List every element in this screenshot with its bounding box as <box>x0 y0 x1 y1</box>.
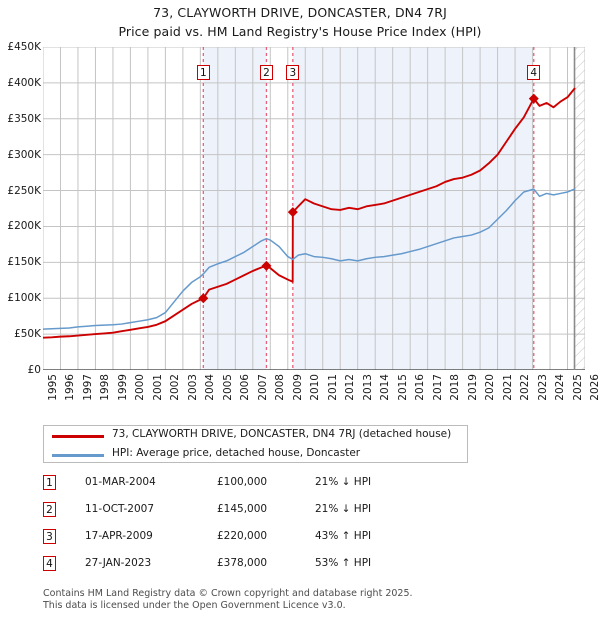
series-line-property <box>43 87 576 339</box>
table-row[interactable]: 2 11-OCT-2007 £145,000 21% ↓ HPI <box>43 498 463 525</box>
x-axis-tick-label: 1997 <box>81 374 94 401</box>
y-axis-tick-label: £0 <box>27 364 41 376</box>
sale-date: 01-MAR-2004 <box>85 476 156 488</box>
x-axis-tick-label: 1998 <box>99 374 112 401</box>
x-axis-tick-label: 2017 <box>431 374 444 401</box>
x-axis-tick-label: 2000 <box>134 374 147 401</box>
y-axis-tick-label: £450K <box>7 41 41 53</box>
y-axis-tick-label: £300K <box>7 148 41 161</box>
legend-color-swatch <box>52 435 104 438</box>
sale-hpi-delta: 53% ↑ HPI <box>315 557 372 569</box>
x-axis-tick-label: 2001 <box>151 374 164 401</box>
footer-line-1: Contains HM Land Registry data © Crown c… <box>43 588 413 599</box>
x-axis-tick-label: 2015 <box>396 374 409 401</box>
sale-marker-number-box[interactable]: 2 <box>259 65 273 80</box>
chart-svg <box>43 47 585 370</box>
sale-row-number-box: 2 <box>43 502 56 517</box>
footer-line-2: This data is licensed under the Open Gov… <box>43 599 346 611</box>
x-axis-tick-label: 2013 <box>361 374 374 401</box>
y-axis-tick-label: £150K <box>7 256 41 269</box>
x-axis-tick-label: 2020 <box>484 374 497 401</box>
x-axis-tick-label: 2007 <box>256 374 269 401</box>
series-line-hpi <box>43 188 576 330</box>
x-axis-tick-label: 2018 <box>449 374 462 401</box>
sale-point-marker[interactable] <box>261 260 272 271</box>
x-axis-tick-label: 2012 <box>344 374 357 401</box>
x-axis-tick-label: 2016 <box>414 374 427 401</box>
sale-row-number-box: 1 <box>43 475 56 490</box>
x-axis-tick-label: 2009 <box>291 374 304 401</box>
sales-table: 1 01-MAR-2004 £100,000 21% ↓ HPI 2 11-OCT-200… <box>43 471 463 579</box>
x-axis-tick-label: 2019 <box>466 374 479 401</box>
sale-point-marker[interactable] <box>287 207 298 218</box>
footer-attribution: Contains HM Land Registry data © Crown c… <box>43 588 563 611</box>
x-axis-tick-label: 2021 <box>501 374 514 401</box>
sale-row-number-box: 3 <box>43 529 56 544</box>
page-subtitle: Price paid vs. HM Land Registry's House … <box>118 24 482 39</box>
y-axis-tick-label: £350K <box>7 112 41 125</box>
sale-date: 11-OCT-2007 <box>85 503 154 515</box>
x-axis-tick-label: 2026 <box>589 374 600 401</box>
x-axis-tick-label: 2005 <box>221 374 234 401</box>
chart-titles: 73, CLAYWORTH DRIVE, DONCASTER, DN4 7RJ … <box>0 0 600 39</box>
sale-point-marker[interactable] <box>528 93 539 104</box>
sale-point-marker[interactable] <box>198 293 209 304</box>
chart-legend: 73, CLAYWORTH DRIVE, DONCASTER, DN4 7RJ … <box>43 425 468 463</box>
x-axis-tick-label: 2023 <box>536 374 549 401</box>
y-axis-tick-label: £250K <box>7 184 41 197</box>
sale-hpi-delta: 21% ↓ HPI <box>315 503 372 515</box>
x-axis-tick-label: 2014 <box>379 374 392 401</box>
x-axis-tick-label: 2025 <box>571 374 584 401</box>
legend-color-swatch <box>52 454 104 457</box>
table-row[interactable]: 3 17-APR-2009 £220,000 43% ↑ HPI <box>43 525 463 552</box>
no-data-band-hatch <box>574 47 585 370</box>
y-axis-tick-label: £400K <box>7 76 41 89</box>
sale-marker-number-box[interactable]: 3 <box>286 65 300 80</box>
x-axis-tick-label: 2022 <box>519 374 532 401</box>
x-axis-tick-label: 1996 <box>64 374 77 401</box>
chart-plot-area <box>43 47 585 370</box>
legend-item: 73, CLAYWORTH DRIVE, DONCASTER, DN4 7RJ … <box>44 426 467 445</box>
sale-price: £220,000 <box>217 530 268 542</box>
x-axis-tick-label: 2024 <box>554 374 567 401</box>
sale-hpi-delta: 21% ↓ HPI <box>315 476 372 488</box>
sale-marker-number-box[interactable]: 1 <box>196 65 210 80</box>
sale-price: £378,000 <box>217 557 268 569</box>
x-axis-tick-label: 1995 <box>47 374 59 401</box>
x-axis-tick-label: 2003 <box>186 374 199 401</box>
sale-price: £145,000 <box>217 503 268 515</box>
x-axis-tick-label: 2002 <box>169 374 182 401</box>
y-axis-tick-label: £50K <box>14 328 41 341</box>
legend-label: HPI: Average price, detached house, Donc… <box>112 447 361 459</box>
y-axis-tick-label: £200K <box>7 220 41 233</box>
table-row[interactable]: 1 01-MAR-2004 £100,000 21% ↓ HPI <box>43 471 463 498</box>
y-axis-tick-label: £100K <box>7 292 41 305</box>
page-title: 73, CLAYWORTH DRIVE, DONCASTER, DN4 7RJ <box>153 5 447 20</box>
sale-marker-number-box[interactable]: 4 <box>527 65 541 80</box>
legend-item: HPI: Average price, detached house, Donc… <box>44 445 467 464</box>
y-axis-labels: £0 £50K £100K £150K £200K £250K £300K £350K £400… <box>0 0 41 620</box>
x-axis-tick-label: 1999 <box>116 374 129 401</box>
legend-label: 73, CLAYWORTH DRIVE, DONCASTER, DN4 7RJ … <box>112 428 452 440</box>
sale-hpi-delta: 43% ↑ HPI <box>315 530 372 542</box>
sale-date: 17-APR-2009 <box>85 530 153 542</box>
x-axis-tick-label: 2004 <box>204 374 217 401</box>
sale-row-number-box: 4 <box>43 556 56 571</box>
sale-date: 27-JAN-2023 <box>85 557 152 569</box>
sale-price: £100,000 <box>217 476 268 488</box>
x-axis-tick-label: 2010 <box>309 374 322 401</box>
x-axis-tick-label: 2006 <box>239 374 252 401</box>
table-row[interactable]: 4 27-JAN-2023 £378,000 53% ↑ HPI <box>43 552 463 579</box>
x-axis-tick-label: 2008 <box>274 374 287 401</box>
x-axis-tick-label: 2011 <box>326 374 339 401</box>
